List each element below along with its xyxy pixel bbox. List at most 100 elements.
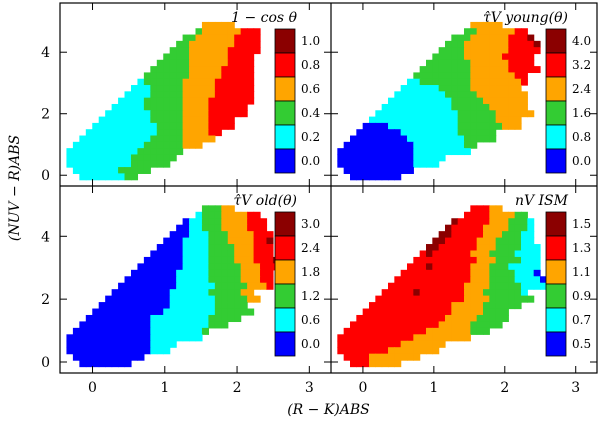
colorbar-swatch	[545, 148, 567, 174]
heatmap-cell	[247, 72, 255, 80]
heatmap-cell	[189, 97, 197, 105]
heatmap-cell	[388, 353, 395, 361]
heatmap-cell	[169, 85, 177, 92]
heatmap-cell	[182, 282, 190, 290]
heatmap-cell	[464, 250, 471, 258]
heatmap-cell	[214, 256, 222, 264]
heatmap-cell	[533, 250, 541, 258]
heatmap-cell	[495, 72, 503, 80]
heatmap-cell	[150, 160, 158, 168]
heatmap-cell	[221, 28, 229, 36]
heatmap-cell	[208, 122, 216, 130]
heatmap-cell	[483, 256, 490, 264]
heatmap-cell	[234, 72, 242, 80]
heatmap-cell	[489, 110, 497, 118]
heatmap-cell	[221, 269, 229, 277]
colorbar-tick-label: 0.8	[572, 130, 591, 144]
heatmap-cell	[432, 116, 440, 124]
heatmap-cell	[457, 110, 465, 118]
heatmap-cell	[495, 314, 503, 323]
heatmap-cell	[470, 34, 478, 42]
heatmap-cell	[438, 47, 446, 55]
heatmap-cell	[189, 244, 197, 252]
heatmap-cell	[150, 148, 158, 156]
heatmap-cell	[137, 91, 145, 99]
heatmap-cell	[118, 334, 126, 342]
heatmap-cell	[92, 154, 100, 162]
x-tick-label: 1	[429, 380, 438, 396]
heatmap-cell	[400, 148, 408, 156]
heatmap-cell	[419, 269, 427, 277]
heatmap-cell	[105, 148, 113, 156]
heatmap-cell	[124, 141, 132, 149]
heatmap-cell	[356, 347, 364, 355]
heatmap-cell	[457, 308, 465, 316]
heatmap-cell	[240, 302, 248, 310]
heatmap-cell	[495, 53, 503, 61]
heatmap-cell	[502, 85, 509, 92]
heatmap-cell	[176, 314, 184, 323]
heatmap-cell	[266, 263, 274, 271]
heatmap-cell	[445, 53, 452, 61]
heatmap-cell	[457, 282, 465, 290]
heatmap-cell	[375, 173, 383, 181]
heatmap-cell	[426, 59, 433, 67]
heatmap-cell	[124, 103, 132, 111]
heatmap-cell	[432, 327, 440, 335]
heatmap-cell	[413, 110, 421, 118]
heatmap-cell	[227, 66, 235, 74]
heatmap-cell	[413, 295, 421, 303]
heatmap-cell	[432, 97, 440, 105]
heatmap-cell	[176, 85, 184, 92]
heatmap-cell	[266, 276, 274, 284]
heatmap-cell	[247, 53, 255, 61]
heatmap-cell	[426, 340, 433, 348]
heatmap-cell	[130, 269, 139, 277]
heatmap-cell	[483, 276, 490, 284]
heatmap-cell	[240, 66, 248, 74]
heatmap-cell	[508, 78, 516, 86]
heatmap-cell	[457, 141, 465, 149]
heatmap-cell	[227, 28, 235, 36]
heatmap-cell	[124, 347, 132, 355]
heatmap-cell	[407, 353, 414, 361]
heatmap-cell	[407, 340, 414, 348]
heatmap-cell	[156, 59, 164, 67]
heatmap-cell	[470, 314, 478, 323]
heatmap-cell	[495, 289, 503, 297]
heatmap-cell	[227, 78, 235, 86]
heatmap-cell	[400, 129, 408, 137]
heatmap-cell	[407, 263, 414, 271]
heatmap-cell	[227, 47, 235, 55]
heatmap-cell	[227, 276, 235, 284]
heatmap-cell	[182, 237, 190, 245]
heatmap-cell	[195, 282, 203, 290]
heatmap-cell	[464, 34, 471, 42]
heatmap-cell	[98, 353, 106, 361]
heatmap-cell	[143, 289, 151, 297]
panel-title: τ̂V young(θ)	[483, 10, 568, 26]
heatmap-cell	[470, 59, 478, 67]
heatmap-cell	[240, 72, 248, 80]
heatmap-cell	[221, 231, 229, 239]
heatmap-cell	[195, 129, 203, 137]
heatmap-cell	[156, 282, 164, 290]
heatmap-cell	[182, 135, 190, 143]
heatmap-cell	[432, 53, 440, 61]
heatmap-cell	[419, 276, 427, 284]
heatmap-cell	[111, 327, 119, 335]
heatmap-cell	[362, 167, 370, 174]
heatmap-cell	[483, 237, 490, 245]
heatmap-cell	[118, 347, 126, 355]
heatmap-cell	[362, 141, 370, 149]
heatmap-cell	[105, 110, 113, 118]
heatmap-cell	[527, 250, 535, 258]
colorbar-swatch	[274, 307, 296, 333]
heatmap-cell	[234, 28, 242, 36]
heatmap-cell	[514, 116, 522, 124]
heatmap-cell	[143, 122, 151, 130]
heatmap-cell	[214, 85, 222, 92]
heatmap-cell	[163, 78, 171, 86]
heatmap-cell	[362, 334, 370, 342]
heatmap-cell	[438, 302, 446, 310]
